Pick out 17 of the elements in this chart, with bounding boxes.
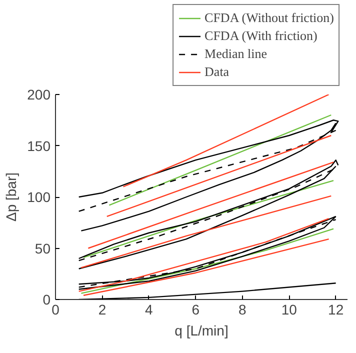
x-tick-label: 6 [192,302,200,318]
x-tick-label: 2 [98,302,106,318]
legend-label: Median line [204,46,267,62]
legend-label: CFDA (With friction) [204,28,318,44]
y-tick-label: 0 [42,292,51,308]
legend-label: CFDA (Without friction) [204,10,334,26]
x-tick-label: 8 [238,302,246,318]
y-tick-label: 200 [27,86,51,102]
x-tick-label: 4 [145,302,154,318]
y-axis-title: Δp [bar] [3,172,20,222]
x-axis-title: q [L/min] [174,322,228,338]
y-tick-label: 50 [34,240,51,256]
x-tick-label: 12 [328,302,344,318]
legend-label: Data [204,64,230,80]
y-tick-label: 150 [27,138,51,154]
y-tick-label: 100 [27,189,51,205]
x-tick-label: 10 [281,302,298,318]
